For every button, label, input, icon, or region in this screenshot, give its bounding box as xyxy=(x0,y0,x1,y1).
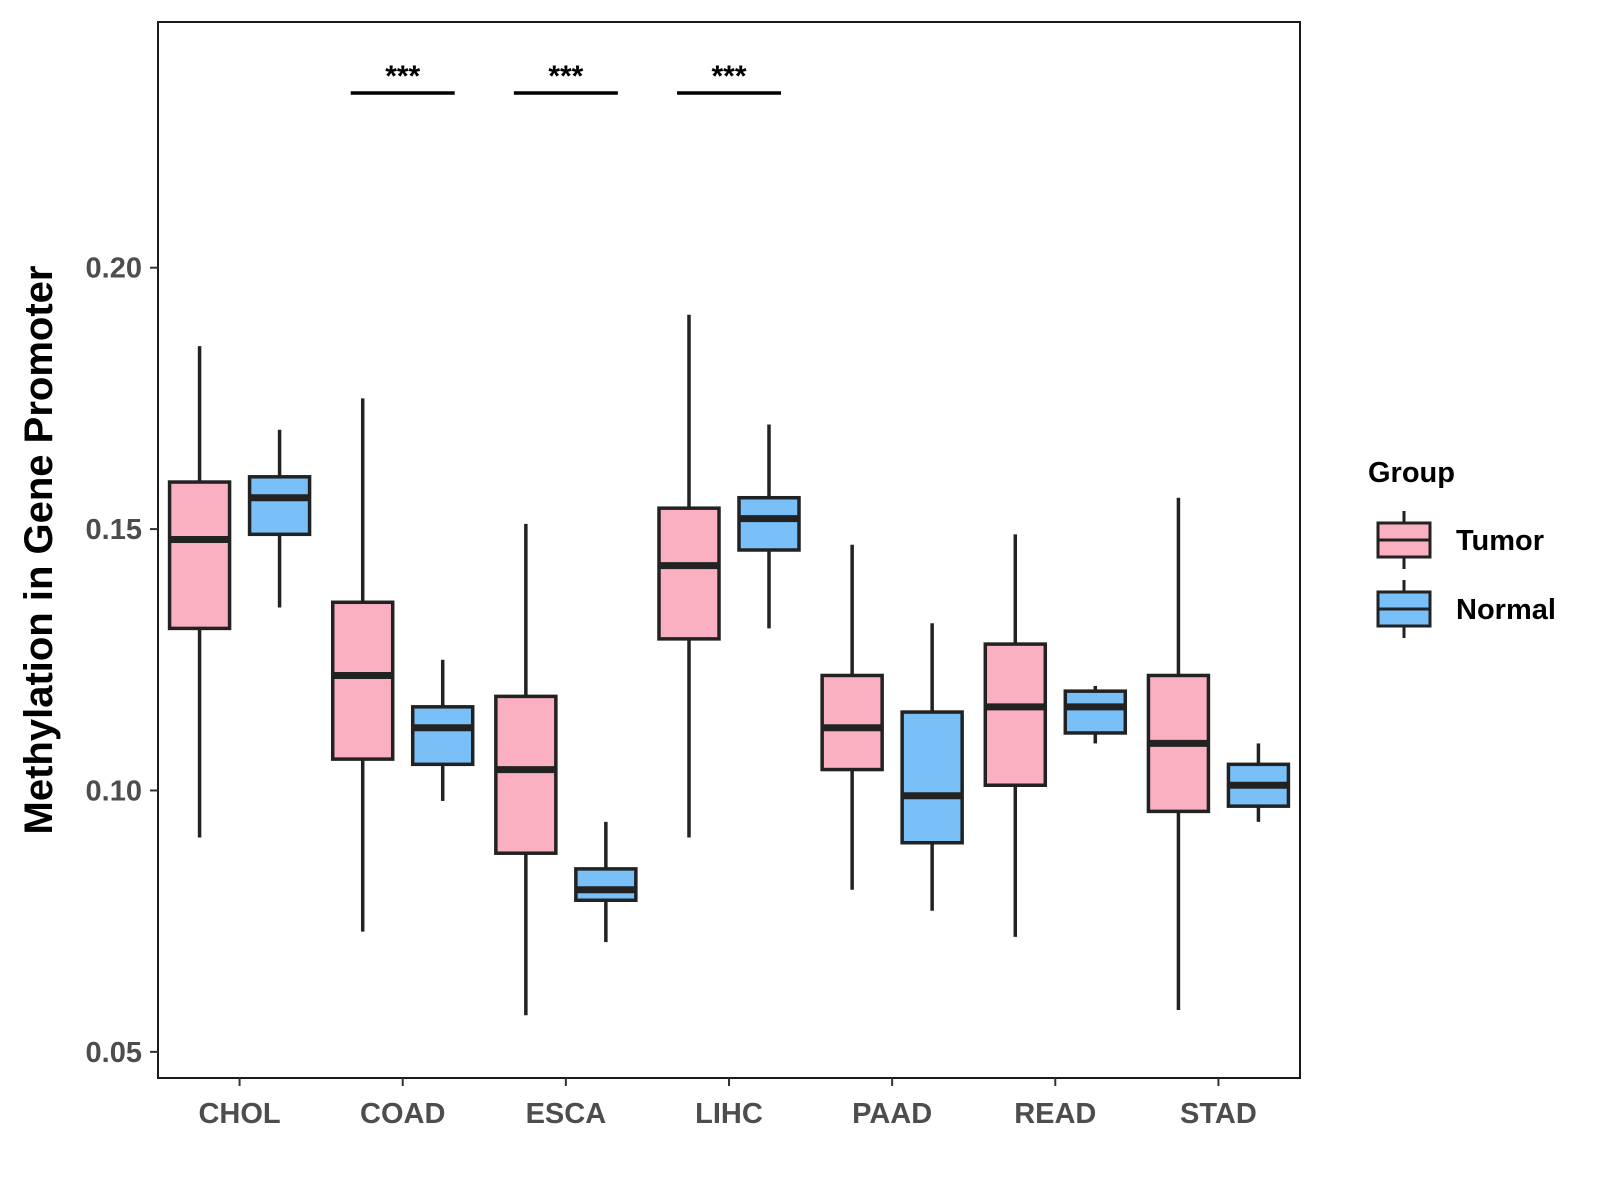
iqr-box xyxy=(983,642,1048,787)
iqr-box xyxy=(820,673,884,772)
legend-entry-tumor: Tumor xyxy=(1376,511,1544,569)
box-tumor-lihc xyxy=(657,314,721,838)
plot-panel xyxy=(157,21,1301,1079)
box-tumor-read xyxy=(983,534,1048,937)
x-tick-label: LIHC xyxy=(695,1098,763,1130)
iqr-box xyxy=(494,694,558,855)
significance-label: *** xyxy=(385,60,420,93)
iqr-box xyxy=(330,600,395,761)
x-tick-label: COAD xyxy=(360,1098,445,1130)
legend-entry-normal: Normal xyxy=(1376,580,1556,638)
iqr-box xyxy=(167,480,232,631)
legend-label: Normal xyxy=(1456,594,1556,626)
significance-annotations: *** *** *** xyxy=(350,60,781,95)
iqr-box xyxy=(657,506,721,641)
boxes xyxy=(167,314,1291,1016)
box-normal-coad xyxy=(410,659,475,801)
iqr-box xyxy=(247,475,312,537)
box-normal-read xyxy=(1063,685,1128,744)
box-tumor-stad xyxy=(1146,497,1211,1011)
y-tick-label: 0.15 xyxy=(86,514,142,546)
iqr-box xyxy=(900,710,964,845)
legend-title: Group xyxy=(1368,457,1455,489)
y-tick-label: 0.10 xyxy=(86,775,142,807)
iqr-box xyxy=(1063,689,1128,735)
iqr-box xyxy=(410,705,475,767)
significance-label: *** xyxy=(548,60,583,93)
x-axis: CHOL COAD ESCA LIHC PAAD READ STAD xyxy=(198,1078,1257,1130)
significance-lihc: *** xyxy=(677,60,781,95)
box-normal-esca xyxy=(574,821,638,943)
x-tick-label: READ xyxy=(1014,1098,1096,1130)
y-tick-label: 0.20 xyxy=(86,253,142,285)
box-normal-paad xyxy=(900,623,964,911)
y-tick-label: 0.05 xyxy=(86,1037,142,1069)
box-normal-stad xyxy=(1226,743,1291,822)
y-axis: 0.05 0.10 0.15 0.20 xyxy=(86,253,158,1069)
box-normal-chol xyxy=(247,429,312,608)
box-tumor-esca xyxy=(494,523,558,1016)
significance-esca: *** xyxy=(513,60,618,95)
box-tumor-paad xyxy=(820,544,884,890)
x-tick-label: STAD xyxy=(1180,1098,1257,1130)
iqr-box xyxy=(737,495,801,552)
significance-label: *** xyxy=(711,60,746,93)
x-tick-label: PAAD xyxy=(852,1098,932,1130)
box-tumor-coad xyxy=(330,398,395,932)
x-tick-label: CHOL xyxy=(198,1098,280,1130)
box-normal-lihc xyxy=(737,424,801,629)
significance-coad: *** xyxy=(350,60,455,95)
legend: Group Tumor Normal xyxy=(1368,457,1556,638)
iqr-box xyxy=(574,867,638,903)
legend-label: Tumor xyxy=(1456,525,1544,557)
box-tumor-chol xyxy=(167,346,232,838)
x-tick-label: ESCA xyxy=(526,1098,607,1130)
y-axis-title: Methylation in Gene Promoter xyxy=(17,266,61,835)
